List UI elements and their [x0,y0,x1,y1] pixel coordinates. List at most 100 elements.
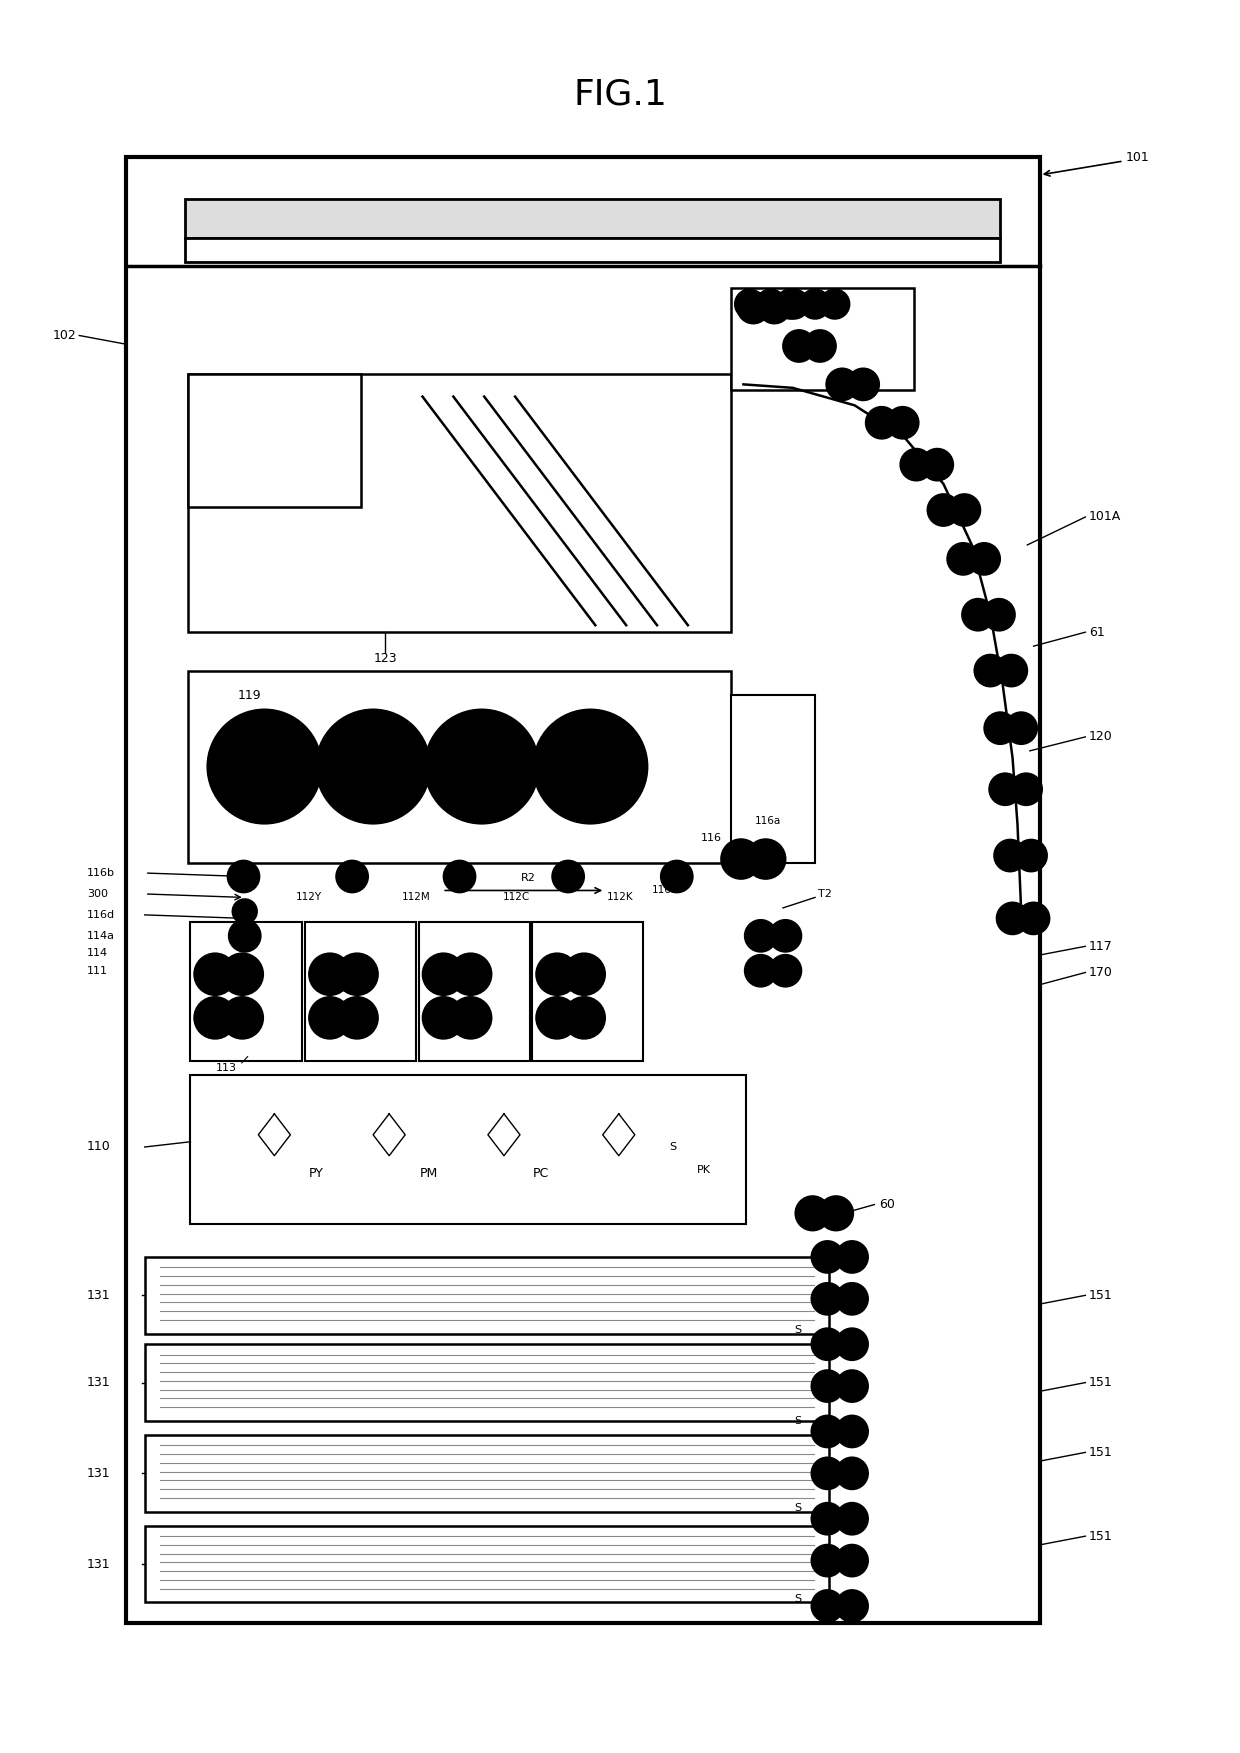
Circle shape [1018,903,1049,934]
Circle shape [836,1457,868,1490]
Circle shape [836,1283,868,1315]
Circle shape [444,861,476,892]
Circle shape [221,997,263,1040]
Circle shape [309,997,351,1040]
Circle shape [949,494,981,526]
Circle shape [735,289,764,319]
Bar [145,1257,828,1334]
Circle shape [450,954,491,996]
Text: 151: 151 [1089,1446,1112,1458]
Text: 116d: 116d [87,910,115,920]
Circle shape [563,954,605,996]
Circle shape [782,330,815,363]
Bar [732,694,815,862]
Circle shape [928,494,960,526]
Circle shape [1016,840,1047,871]
Circle shape [758,291,790,324]
Circle shape [921,449,954,480]
Circle shape [820,289,849,319]
Circle shape [811,1502,843,1536]
Circle shape [990,773,1022,805]
Circle shape [775,289,805,319]
Text: PM: PM [419,1167,438,1180]
Circle shape [738,291,769,324]
Circle shape [423,954,465,996]
Text: 117: 117 [1089,940,1112,954]
Circle shape [947,543,980,575]
Circle shape [836,1590,868,1622]
Circle shape [207,710,321,824]
Circle shape [811,1329,843,1360]
Text: PC: PC [533,1167,549,1180]
Circle shape [450,997,491,1040]
Circle shape [425,710,538,824]
Circle shape [661,861,693,892]
Text: 123: 123 [373,652,397,664]
Circle shape [745,955,776,987]
Circle shape [779,289,808,319]
Circle shape [836,1502,868,1536]
Text: 120: 120 [1089,731,1112,743]
Text: 116: 116 [701,833,722,843]
Circle shape [994,840,1027,871]
Circle shape [336,997,378,1040]
Circle shape [811,1241,843,1273]
Bar [188,373,361,507]
Circle shape [836,1415,868,1448]
Text: S: S [794,1416,801,1425]
Bar [732,289,914,389]
Circle shape [769,955,801,987]
Text: 116c: 116c [652,885,677,896]
Circle shape [769,920,801,952]
Text: R2: R2 [521,873,536,884]
Text: 112C: 112C [502,892,529,903]
Circle shape [811,1371,843,1402]
Bar [188,671,732,862]
Text: PY: PY [309,1167,324,1180]
Text: 131: 131 [87,1376,110,1388]
Text: 101A: 101A [1089,510,1121,524]
Text: 112M: 112M [402,892,430,903]
Circle shape [811,1544,843,1576]
Circle shape [552,861,584,892]
Text: 113: 113 [216,1064,237,1073]
Text: 119: 119 [238,689,262,701]
Bar [305,922,417,1062]
Text: 151: 151 [1089,1376,1112,1388]
Circle shape [232,899,257,924]
Circle shape [836,1241,868,1273]
Circle shape [818,1196,853,1231]
Circle shape [962,600,994,631]
Text: 131: 131 [87,1288,110,1302]
Circle shape [983,600,1016,631]
Circle shape [836,1371,868,1402]
Circle shape [996,654,1028,687]
Circle shape [533,710,647,824]
Circle shape [795,1196,830,1231]
Text: FIG.1: FIG.1 [573,77,667,112]
Text: 131: 131 [87,1467,110,1480]
Text: 114: 114 [87,948,108,959]
Circle shape [195,997,236,1040]
Circle shape [227,861,259,892]
Circle shape [536,954,578,996]
Circle shape [811,1415,843,1448]
Circle shape [228,920,260,952]
Circle shape [836,1544,868,1576]
Circle shape [756,289,785,319]
Bar [532,922,644,1062]
Text: 151: 151 [1089,1530,1112,1543]
Bar [191,922,301,1062]
Circle shape [1011,773,1042,805]
Circle shape [826,368,858,400]
Bar [145,1525,828,1602]
Text: 110: 110 [87,1141,110,1153]
Text: S: S [670,1141,677,1152]
Circle shape [900,449,932,480]
Bar [419,922,529,1062]
Text: T2: T2 [817,889,831,899]
Circle shape [811,1457,843,1490]
Circle shape [887,407,919,438]
Text: 61: 61 [1089,626,1105,638]
Text: 60: 60 [879,1197,895,1211]
